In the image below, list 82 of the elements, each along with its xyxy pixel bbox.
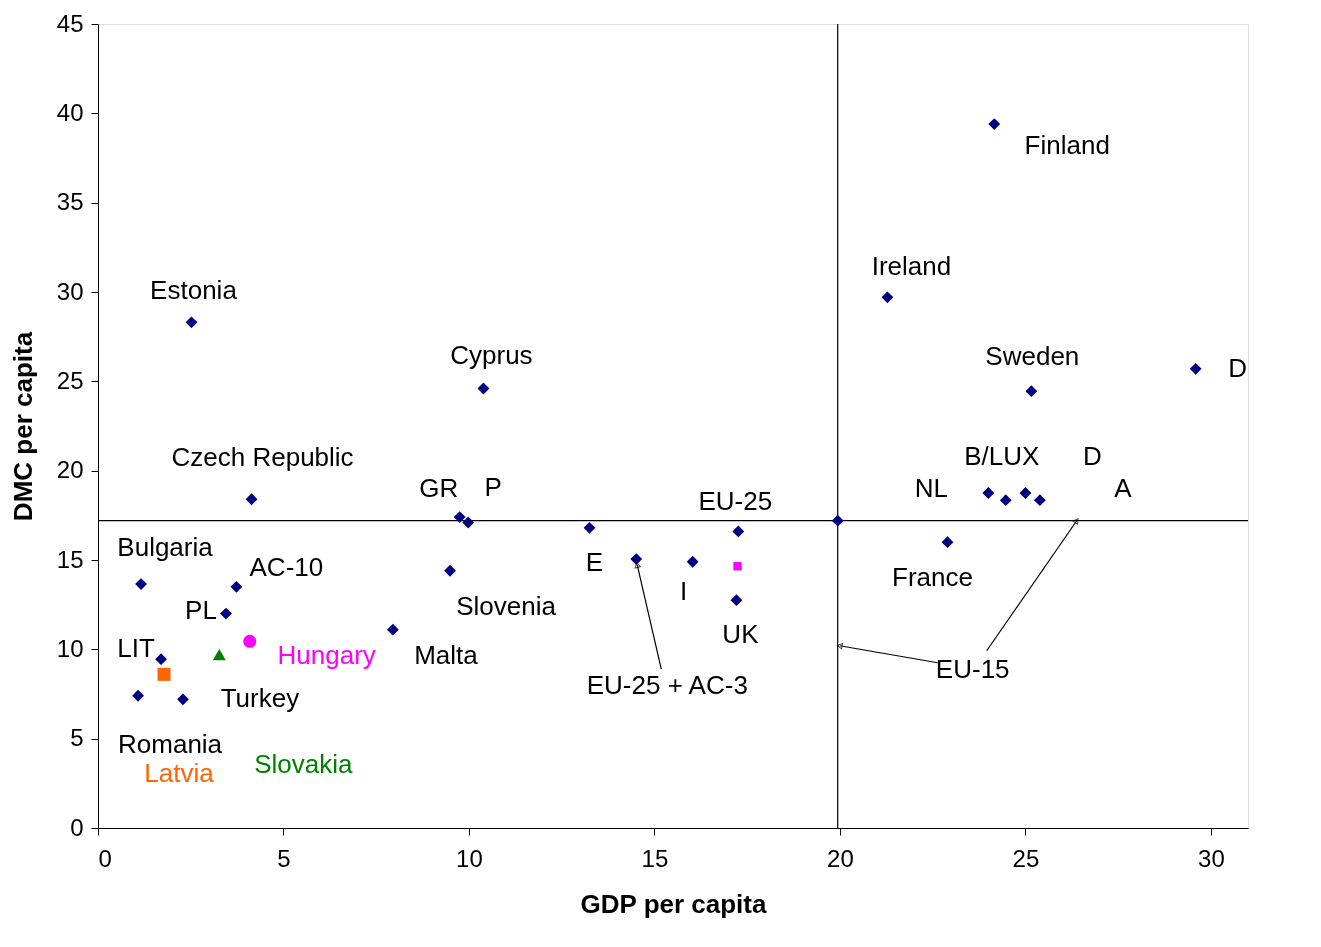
annotation: EU-25 (698, 486, 773, 517)
point (387, 623, 399, 636)
annotation: P (484, 472, 502, 503)
y-tick-label: 5 (70, 724, 84, 752)
annotation: Czech Republic (171, 442, 354, 473)
y-axis-title: DMC per capita (7, 331, 38, 522)
point (462, 516, 475, 529)
point (941, 536, 954, 549)
point (1033, 494, 1046, 507)
x-tick-label: 0 (98, 844, 112, 872)
point (230, 580, 243, 593)
annotation: D (1083, 441, 1102, 471)
annotation: NL (914, 473, 948, 503)
y-tick-label: 15 (56, 545, 84, 573)
y-tick-label: 40 (56, 98, 84, 126)
x-tick-label: 20 (827, 844, 854, 872)
annotation: Slovenia (456, 590, 557, 621)
annotation: EU-25 + AC-3 (586, 670, 748, 701)
point (453, 511, 466, 524)
y-tick-label: 30 (56, 277, 84, 305)
annotation: LIT (117, 633, 155, 664)
x-axis-title: GDP per capita (580, 888, 767, 919)
x-tick-label: 5 (277, 844, 291, 872)
annotation: B/LUX (964, 441, 1040, 472)
x-tick-label: 15 (641, 844, 669, 872)
point (881, 291, 894, 304)
point (686, 555, 699, 568)
x-tick-label: 10 (456, 844, 483, 872)
point (135, 578, 147, 591)
annotation: Bulgaria (117, 532, 214, 563)
point (444, 564, 456, 577)
point (157, 667, 171, 681)
y-tick-label: 35 (56, 188, 84, 216)
y-tick-label: 10 (56, 634, 84, 662)
point (730, 594, 743, 607)
x-tick-label: 25 (1012, 844, 1040, 872)
annotation: Cyprus (450, 340, 533, 371)
annotation: Sweden (985, 341, 1080, 372)
y-tick-label: 45 (56, 9, 84, 37)
point (831, 514, 844, 527)
point (477, 382, 490, 395)
annotation: Finland (1024, 130, 1110, 161)
point (220, 607, 232, 620)
point (583, 521, 596, 534)
annotation: Turkey (220, 683, 300, 714)
annotation: D (1228, 352, 1248, 383)
point (1025, 385, 1038, 398)
point (243, 634, 257, 648)
series-label: Hungary (277, 640, 376, 671)
point (988, 118, 1001, 130)
point (245, 493, 258, 506)
point (185, 316, 198, 329)
y-tick-label: 20 (56, 456, 84, 484)
x-tick-label: 30 (1198, 844, 1225, 872)
point (982, 487, 995, 499)
point (733, 562, 742, 571)
annotation: Ireland (871, 251, 952, 282)
y-tick-label: 0 (70, 813, 84, 841)
point (155, 653, 167, 666)
annotation: Estonia (150, 275, 238, 306)
annotation: UK (722, 619, 760, 650)
text: Slovakia (254, 748, 353, 779)
point (1189, 362, 1202, 375)
annotation: Malta (414, 639, 479, 670)
annotation: E (585, 546, 604, 577)
annotation: France (892, 562, 973, 593)
point (177, 693, 189, 706)
point (999, 494, 1012, 507)
point (732, 525, 745, 538)
annotation: I (680, 575, 688, 606)
point (1019, 487, 1032, 499)
annotation: AC-10 (249, 551, 324, 582)
annotation: A (1114, 473, 1133, 504)
annotation: GR (419, 473, 459, 504)
y-tick-label: 25 (56, 366, 84, 394)
annotation: EU-15 (935, 653, 1010, 684)
point (132, 689, 144, 702)
point (630, 553, 643, 566)
annotation: Romania (118, 728, 223, 759)
point (212, 649, 226, 661)
annotation: PL (185, 594, 217, 625)
text: Latvia (144, 758, 215, 789)
